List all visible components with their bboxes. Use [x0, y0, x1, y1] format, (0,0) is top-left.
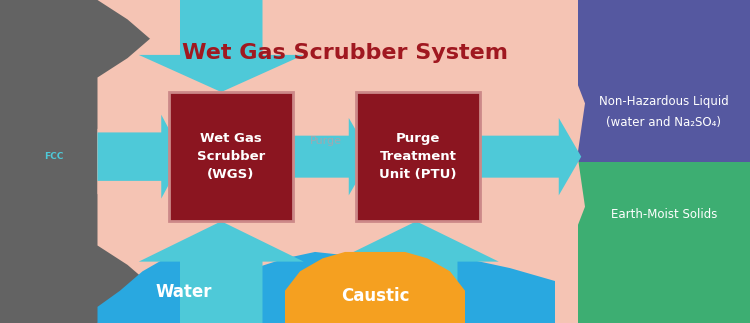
Polygon shape [334, 221, 499, 323]
Polygon shape [139, 221, 304, 323]
Polygon shape [139, 0, 304, 92]
Text: (water and Na₂SO₄): (water and Na₂SO₄) [606, 116, 722, 129]
Polygon shape [292, 118, 371, 195]
Text: Purge
Treatment
Unit (PTU): Purge Treatment Unit (PTU) [380, 132, 457, 181]
Polygon shape [98, 115, 184, 199]
Text: Non-Hazardous Liquid: Non-Hazardous Liquid [598, 95, 728, 108]
Text: Wet Gas Scrubber System: Wet Gas Scrubber System [182, 43, 508, 63]
Polygon shape [98, 0, 585, 323]
Text: Purge: Purge [310, 136, 342, 145]
Text: Earth-Moist Solids: Earth-Moist Solids [610, 208, 717, 221]
FancyBboxPatch shape [169, 92, 292, 221]
Polygon shape [0, 0, 158, 323]
Text: Water: Water [155, 283, 212, 301]
Polygon shape [480, 118, 581, 195]
Text: FCC: FCC [44, 152, 64, 161]
Polygon shape [578, 162, 750, 323]
Polygon shape [98, 252, 555, 323]
FancyBboxPatch shape [356, 92, 480, 221]
Polygon shape [285, 252, 465, 323]
Text: Caustic: Caustic [340, 287, 410, 305]
Polygon shape [578, 0, 750, 162]
Text: Wet Gas
Scrubber
(WGS): Wet Gas Scrubber (WGS) [196, 132, 265, 181]
